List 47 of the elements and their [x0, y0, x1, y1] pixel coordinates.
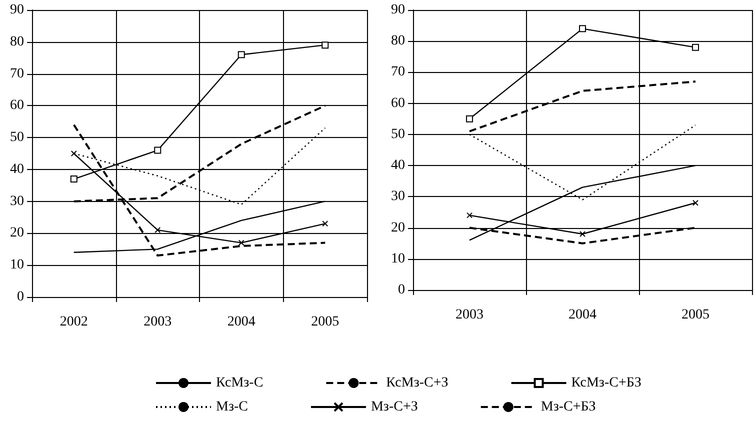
y-tick-label: 20 [391, 220, 405, 236]
x-tick-label: 2004 [568, 308, 596, 322]
point [154, 146, 162, 154]
legend-label: Мз-С+З [370, 400, 418, 414]
legend-label: Мз-С [216, 400, 248, 414]
point [466, 115, 473, 122]
y-tick-label: 80 [391, 34, 405, 49]
y-tick-label: 50 [391, 126, 405, 142]
y-tick-label: 40 [10, 162, 24, 177]
x-tick-label: 2005 [682, 308, 710, 322]
legend-label: Мз-С+БЗ [540, 400, 596, 414]
y-tick-label: 0 [17, 290, 24, 304]
point [154, 227, 161, 234]
x-tick-label: 2003 [144, 314, 172, 330]
y-tick-label: 40 [391, 158, 405, 174]
point [322, 220, 328, 227]
x-tick-label: 2002 [60, 314, 88, 330]
y-tick-label: 80 [10, 34, 24, 50]
y-tick-label: 0 [398, 282, 405, 298]
x-tick-label: 2003 [456, 308, 484, 322]
point [322, 42, 329, 49]
y-tick-label: 60 [10, 98, 24, 114]
point [692, 200, 698, 206]
y-tick-label: 30 [10, 194, 24, 209]
y-tick-label: 70 [391, 64, 405, 80]
y-tick-label: 70 [10, 66, 24, 82]
x-tick-label: 2005 [311, 314, 340, 330]
point [70, 150, 77, 156]
y-tick-label: 90 [391, 2, 405, 18]
point [466, 212, 472, 218]
y-tick-label: 10 [391, 251, 405, 266]
y-tick-label: 50 [10, 130, 24, 146]
y-tick-label: 90 [10, 2, 24, 18]
point [580, 231, 586, 237]
x-tick-label: 2004 [227, 314, 256, 330]
y-tick-label: 60 [391, 96, 405, 111]
legend-label: КсМз-С [216, 376, 264, 390]
point [70, 176, 78, 183]
y-tick-label: 20 [10, 226, 24, 241]
legend-label: КсМз-С+З [386, 376, 448, 390]
y-tick-label: 30 [391, 189, 405, 204]
legend-label: КсМз-С+БЗ [571, 376, 642, 390]
point [692, 44, 699, 51]
point [238, 51, 245, 58]
point [579, 25, 586, 32]
y-tick-label: 10 [10, 258, 24, 273]
point [238, 240, 244, 246]
